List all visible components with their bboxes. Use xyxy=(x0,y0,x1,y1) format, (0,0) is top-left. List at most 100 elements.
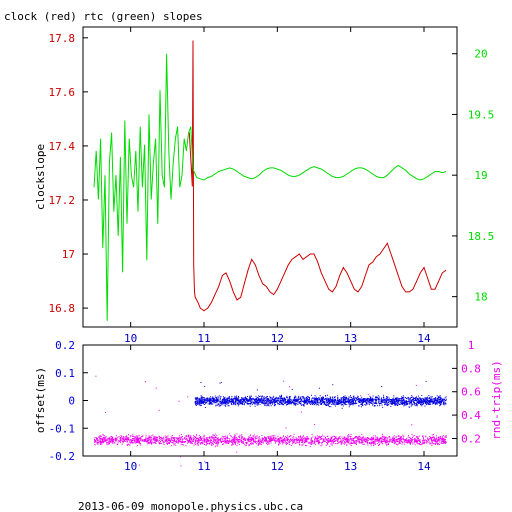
point-rnd-trip xyxy=(268,440,270,442)
point-offset xyxy=(287,399,289,401)
point-offset xyxy=(398,401,400,403)
point-rnd-trip xyxy=(236,445,238,447)
point-offset xyxy=(248,403,250,405)
point-rnd-trip xyxy=(173,441,175,442)
point-offset xyxy=(324,401,326,403)
point-rnd-trip xyxy=(153,437,155,439)
point-rnd-trip xyxy=(431,441,433,443)
point-rnd-trip xyxy=(226,442,228,444)
point-rnd-trip xyxy=(102,437,104,439)
point-offset xyxy=(269,401,271,403)
point-rnd-trip xyxy=(203,440,205,442)
point-offset xyxy=(444,398,445,400)
point-rnd-trip xyxy=(367,441,369,443)
point-rnd-trip xyxy=(111,438,113,440)
point-offset xyxy=(268,399,270,401)
point-offset xyxy=(222,399,224,401)
point-rnd-trip xyxy=(317,438,319,440)
point-rnd-trip xyxy=(376,439,378,441)
point-offset xyxy=(303,401,305,403)
point-offset xyxy=(342,399,344,401)
point-offset xyxy=(278,402,280,404)
point-rnd-trip xyxy=(136,435,138,437)
point-rnd-trip xyxy=(185,436,187,438)
point-rnd-trip xyxy=(258,443,260,445)
point-rnd-trip xyxy=(176,437,178,439)
point-offset xyxy=(344,395,346,397)
point-offset xyxy=(424,400,425,402)
point-offset xyxy=(349,401,351,403)
point-offset xyxy=(222,403,224,405)
point-offset xyxy=(348,406,350,408)
point-rnd-trip xyxy=(191,441,193,443)
point-offset xyxy=(331,399,333,401)
point-offset xyxy=(410,405,412,407)
point-rnd-trip xyxy=(169,441,171,443)
point-offset xyxy=(206,401,208,403)
point-offset xyxy=(286,397,288,399)
outlier-rnd-trip xyxy=(180,465,182,467)
point-rnd-trip xyxy=(277,438,279,440)
point-rnd-trip xyxy=(108,443,110,445)
point-rnd-trip xyxy=(377,437,379,439)
point-offset xyxy=(197,401,199,403)
point-offset xyxy=(436,395,438,397)
outlier-rnd-trip xyxy=(283,380,285,382)
point-rnd-trip xyxy=(110,439,112,440)
point-rnd-trip xyxy=(349,435,351,437)
point-rnd-trip xyxy=(444,442,446,444)
point-offset xyxy=(239,400,241,402)
point-rnd-trip xyxy=(286,437,288,439)
outlier-rnd-trip xyxy=(300,411,302,413)
point-rnd-trip xyxy=(233,441,235,443)
point-rnd-trip xyxy=(154,441,156,443)
point-offset xyxy=(263,397,265,399)
point-offset xyxy=(415,400,417,401)
point-rnd-trip xyxy=(424,440,426,442)
point-rnd-trip xyxy=(285,443,287,445)
point-rnd-trip xyxy=(222,437,224,439)
point-rnd-trip xyxy=(302,438,304,440)
point-rnd-trip xyxy=(370,438,372,439)
point-rnd-trip xyxy=(339,440,341,442)
point-rnd-trip xyxy=(313,441,315,443)
point-rnd-trip xyxy=(257,441,258,443)
point-offset xyxy=(398,403,400,405)
point-rnd-trip xyxy=(206,440,208,442)
point-rnd-trip xyxy=(203,436,205,438)
point-offset xyxy=(400,397,402,399)
point-offset xyxy=(358,398,360,400)
point-rnd-trip xyxy=(126,439,128,441)
point-offset xyxy=(222,399,224,401)
point-rnd-trip xyxy=(361,434,363,436)
point-rnd-trip xyxy=(166,438,168,440)
point-offset xyxy=(383,400,385,402)
point-offset xyxy=(277,397,279,399)
point-offset xyxy=(227,399,229,401)
point-offset xyxy=(358,401,360,403)
point-offset xyxy=(195,401,197,403)
point-offset xyxy=(404,403,406,405)
point-offset xyxy=(201,397,203,399)
point-rnd-trip xyxy=(423,438,425,440)
point-offset xyxy=(270,405,272,407)
point-offset xyxy=(406,401,408,403)
point-rnd-trip xyxy=(314,440,316,442)
point-rnd-trip xyxy=(139,442,141,444)
point-rnd-trip xyxy=(443,440,445,442)
point-offset xyxy=(287,401,289,403)
point-rnd-trip xyxy=(108,439,110,441)
point-rnd-trip xyxy=(139,441,141,443)
point-rnd-trip xyxy=(438,444,440,445)
point-rnd-trip xyxy=(381,441,383,442)
point-offset xyxy=(210,402,212,404)
point-offset xyxy=(385,402,387,404)
point-rnd-trip xyxy=(285,439,287,441)
point-offset xyxy=(258,401,260,403)
point-offset xyxy=(263,396,265,398)
point-rnd-trip xyxy=(198,435,200,437)
point-rnd-trip xyxy=(248,440,249,442)
point-rnd-trip xyxy=(224,442,226,444)
point-offset xyxy=(421,395,423,396)
top-y-tick-label: 17.4 xyxy=(49,140,76,153)
